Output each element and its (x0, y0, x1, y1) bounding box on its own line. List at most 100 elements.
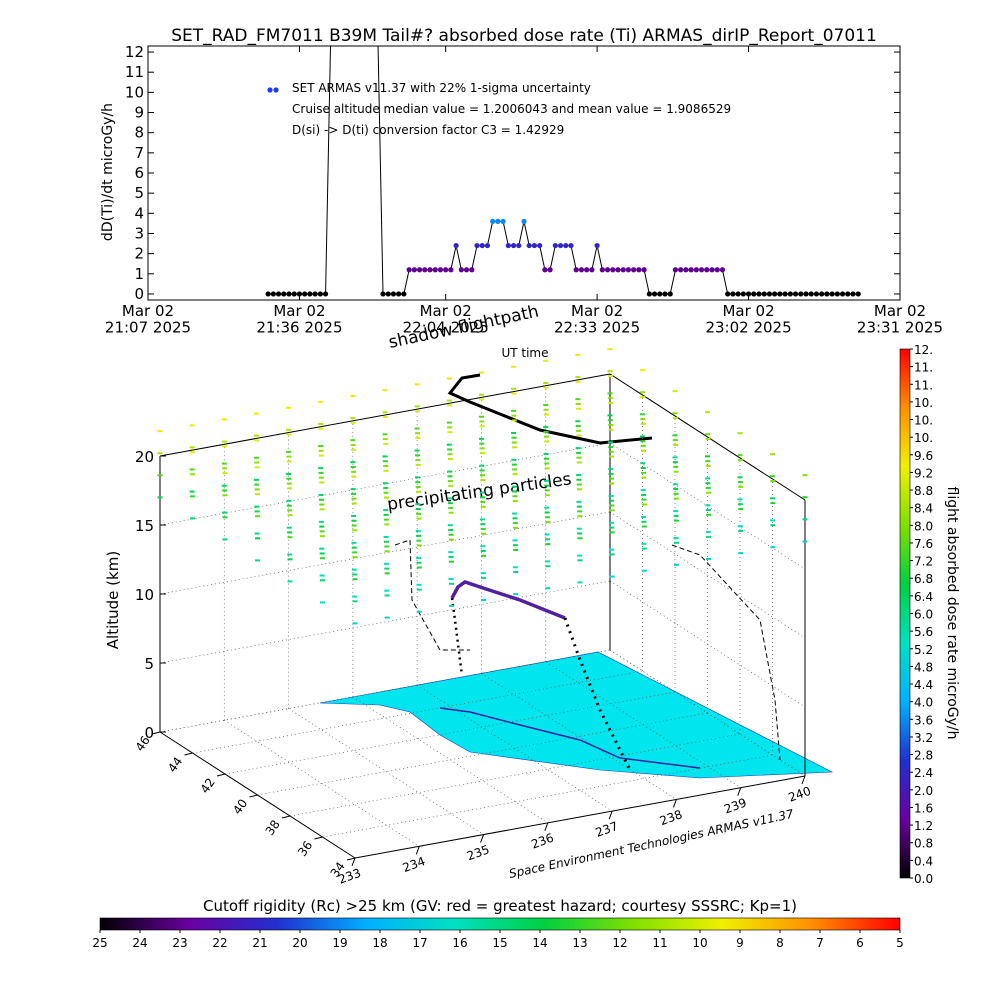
x-tick (672, 799, 677, 808)
data-point (510, 242, 517, 249)
y-tick (281, 815, 291, 819)
colorbar-tick-label: 8.4 (914, 502, 933, 516)
y-tick (184, 752, 193, 756)
colorbar-tick-label: 11. (914, 361, 933, 375)
data-point (761, 291, 767, 297)
data-point (756, 291, 762, 297)
colorbar-tick-label: 4.4 (914, 678, 933, 692)
flight-path-descent (563, 617, 632, 771)
colorbar-tick-label: 22 (212, 936, 227, 950)
annotation: D(si) -> D(ti) conversion factor C3 = 1.… (292, 123, 564, 137)
colorbar-tick-label: 6 (856, 936, 864, 950)
data-point (819, 291, 825, 297)
colorbar-tick-label: 21 (252, 936, 267, 950)
box-edge (159, 373, 611, 457)
colorbar-tick-label: 7.2 (914, 555, 933, 569)
data-point (620, 267, 626, 273)
data-point (735, 291, 741, 297)
x-tick (351, 857, 356, 867)
y-tick-label: 1 (134, 265, 144, 283)
colorbar-tick-label: 20 (292, 936, 307, 950)
x-tick (608, 810, 613, 820)
grid-line (224, 719, 420, 847)
data-point (662, 291, 668, 297)
data-point (505, 242, 511, 249)
grid-line (159, 511, 611, 595)
colorbar-tick-label: 17 (412, 936, 427, 950)
data-point (808, 291, 814, 297)
x-tick (415, 846, 420, 855)
colorbar-tick-label: 4.0 (914, 696, 933, 710)
y-tick-label: 5 (134, 184, 144, 202)
data-point (453, 242, 459, 249)
colorbar-tick-label: 2.4 (914, 766, 933, 780)
y-tick-label: 11 (125, 63, 144, 81)
y-tick-label: 0 (134, 285, 144, 303)
colorbar-tick-label: 23 (172, 936, 187, 950)
grid-line (159, 580, 611, 664)
colorbar-tick-label: 1.6 (914, 801, 933, 815)
data-point (552, 242, 558, 249)
x-axis-label: UT time (501, 346, 548, 360)
data-point (792, 291, 799, 297)
grid-line (159, 649, 611, 733)
grid-line (481, 673, 677, 800)
data-point (787, 291, 793, 297)
colorbar-tick-label: 13 (572, 936, 587, 950)
data-point (745, 291, 752, 297)
data-point (719, 267, 726, 273)
data-point (270, 291, 276, 297)
colorbar-tick-label: 5.6 (914, 625, 933, 639)
data-point (416, 267, 423, 273)
y-tick (346, 857, 356, 861)
x-tick-label: Mar 02 21:36 2025 (256, 302, 342, 337)
colorbar-tick-label: 2.0 (914, 784, 933, 798)
legend-marker (267, 87, 273, 93)
y-tick-label: 7 (134, 144, 144, 162)
chart-title: SET_RAD_FM7011 B39M Tail#? absorbed dose… (171, 26, 877, 46)
x-tick (801, 775, 806, 785)
data-point (651, 291, 658, 297)
data-point (275, 291, 282, 297)
y-tick (314, 836, 323, 840)
data-point (678, 267, 684, 273)
y-tick (151, 731, 161, 735)
shadow-flightpath (447, 373, 653, 445)
data-point (829, 291, 835, 297)
dashed-contour (671, 544, 781, 761)
grid-line (192, 670, 643, 754)
data-point (798, 291, 804, 297)
data-point (610, 267, 616, 273)
dashed-contour (394, 539, 470, 651)
data-point (657, 291, 663, 297)
y-tick-label: 8 (134, 124, 144, 142)
grid-line (609, 511, 806, 639)
grid-line (609, 580, 806, 708)
colorbar (899, 348, 911, 879)
z-tick-label: 20 (135, 448, 154, 466)
shadow-ground-track (439, 707, 701, 769)
colorbar-tick-label: 6.4 (914, 590, 933, 604)
colorbar-tick-label: 2.8 (914, 749, 933, 763)
colorbar-tick-label: 6.0 (914, 608, 933, 622)
colorbar-tick-label: 0.8 (914, 837, 933, 851)
data-point (845, 291, 851, 297)
grid-line (416, 684, 613, 812)
data-point (855, 291, 861, 297)
colorbar-tick-label: 9.2 (914, 466, 933, 480)
y-tick-label: 12 (125, 43, 144, 61)
data-point (390, 291, 397, 297)
data-point (406, 267, 412, 273)
data-point (709, 267, 715, 273)
y-tick (216, 773, 226, 777)
data-point (291, 291, 297, 297)
data-point (322, 291, 329, 297)
data-point (646, 291, 652, 297)
y-tick-label: 4 (134, 204, 144, 222)
colorbar-tick-label: 5 (896, 936, 904, 950)
data-point (704, 267, 710, 273)
data-point (672, 267, 679, 273)
colorbar-tick-label: 25 (92, 936, 107, 950)
data-point (537, 242, 543, 249)
